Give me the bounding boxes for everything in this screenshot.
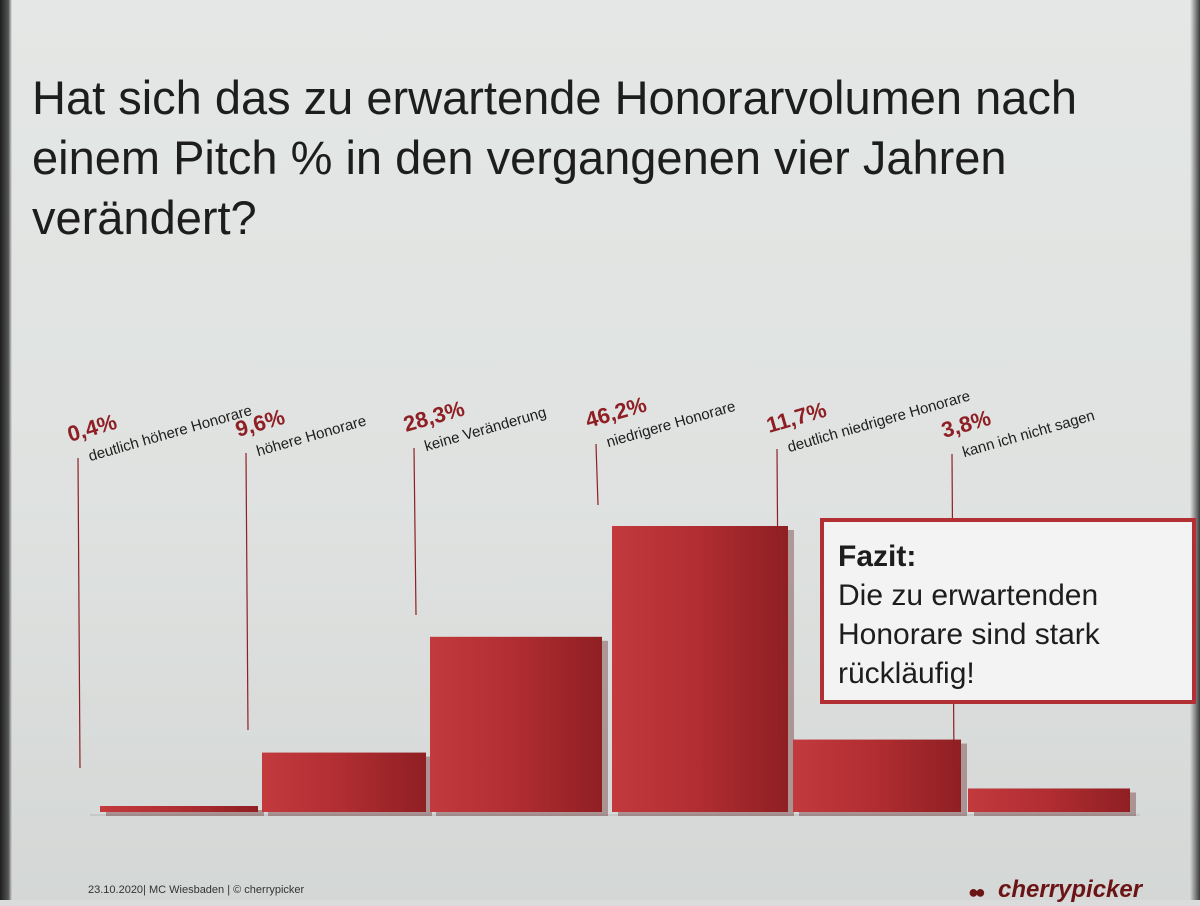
bar-shadow: [106, 810, 264, 816]
bar-label-group: 46,2%niedrigere Honorare: [582, 392, 737, 451]
bar: [793, 739, 961, 812]
logo-text: cherrypicker: [998, 876, 1143, 903]
leader-line: [413, 447, 417, 616]
fazit-text: Die zu erwartenden Honorare sind stark r…: [838, 579, 1100, 690]
leader-line: [776, 448, 780, 736]
page-title: Hat sich das zu erwartende Honorarvolume…: [32, 71, 1077, 244]
bar-label-group: 9,6%höhere Honorare: [232, 404, 368, 460]
bar: [100, 806, 258, 812]
bar-label-group: 11,7%deutlich niedrigere Honorare: [763, 388, 972, 457]
bar: [968, 788, 1130, 812]
leader-line: [595, 443, 599, 506]
logo-dots-icon: ●●: [968, 882, 986, 902]
bar-label-group: 0,4%deutlich höhere Honorare: [64, 402, 253, 465]
cherrypicker-logo: ●● cherrypicker: [968, 876, 1198, 906]
bar: [262, 752, 426, 812]
bar: [612, 526, 788, 812]
leader-line: [77, 457, 81, 769]
screen-edge-right: [1190, 0, 1200, 900]
footer-text: 23.10.2020| MC Wiesbaden | © cherrypicke…: [88, 884, 305, 896]
bar-label-group: 28,3%keine Veränderung: [400, 396, 548, 455]
leader-line: [245, 452, 249, 731]
screen-edge-left: [0, 0, 12, 900]
fazit-box: Fazit: Die zu erwartenden Honorare sind …: [820, 518, 1196, 704]
fazit-title: Fazit:: [838, 540, 917, 573]
bar: [430, 636, 602, 812]
